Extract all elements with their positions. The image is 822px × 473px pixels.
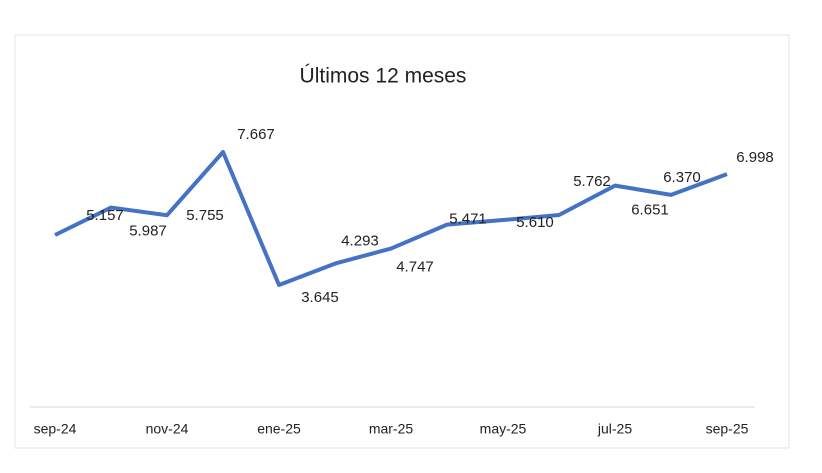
data-label: 5.157 (86, 207, 124, 224)
data-label: 3.645 (301, 289, 339, 306)
data-label: 5.610 (516, 214, 554, 231)
x-tick-label: may-25 (480, 421, 527, 437)
x-tick-label: ene-25 (257, 421, 301, 437)
data-label: 5.471 (449, 211, 487, 228)
x-tick-label: sep-25 (706, 421, 749, 437)
data-line (54, 150, 728, 287)
chart-frame (14, 34, 790, 449)
data-label: 4.747 (396, 259, 434, 276)
data-label: 5.987 (129, 223, 167, 240)
data-label: 6.370 (663, 169, 701, 186)
data-label: 6.651 (631, 202, 669, 219)
data-label: 4.293 (341, 233, 379, 250)
data-label: 5.755 (186, 207, 224, 224)
x-tick-label: sep-24 (34, 421, 77, 437)
x-tick-label: jul-25 (597, 421, 632, 437)
data-label: 5.762 (573, 173, 611, 190)
data-label: 6.998 (736, 149, 774, 166)
x-tick-label: mar-25 (369, 421, 414, 437)
x-tick-label: nov-24 (146, 421, 189, 437)
data-label: 7.667 (237, 126, 275, 143)
chart-title: Últimos 12 meses (300, 65, 467, 88)
